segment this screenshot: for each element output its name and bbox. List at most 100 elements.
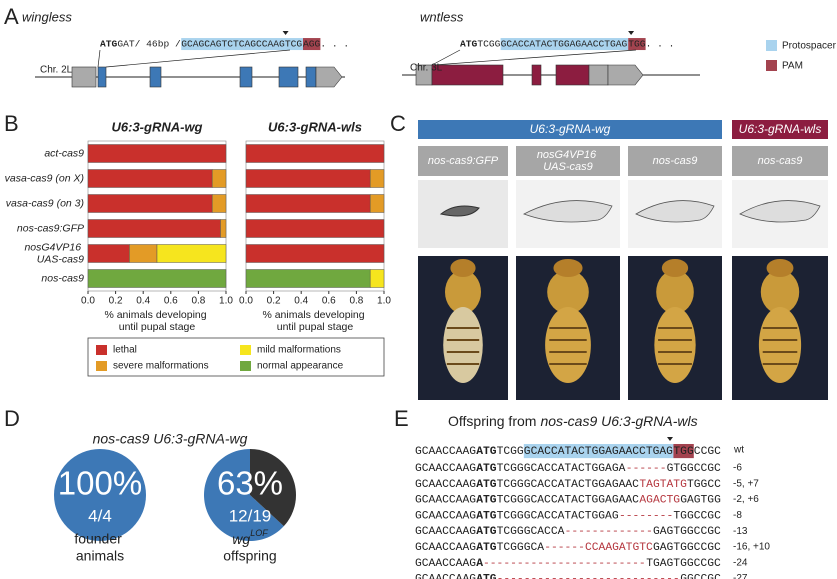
fly-head [766, 259, 794, 277]
exon [278, 66, 299, 88]
bar-segment [87, 244, 130, 263]
bar-segment [369, 269, 385, 288]
sequence-segment: ------------------------ [483, 558, 646, 570]
zoom-line [97, 49, 101, 68]
allele-label: -16, +10 [733, 542, 770, 553]
sequence-segment: GCACCATACTGGAGAACCTGAG [524, 446, 673, 458]
fly-head [553, 259, 583, 277]
group-header [732, 120, 828, 139]
x-tick-label: 1.0 [219, 296, 233, 307]
column-label: nos-cas9 [758, 155, 803, 167]
x-tick-label: 0.4 [294, 296, 308, 307]
sequence-segment: TCGG [477, 39, 500, 50]
legend-swatch [240, 361, 251, 371]
plot-frame [87, 140, 227, 292]
allele-label: -13 [733, 526, 748, 537]
pie-percent: 100% [58, 465, 142, 502]
sequence-segment: GTGGCCGC [667, 463, 721, 475]
sequence-segment: --------------------------- [497, 574, 680, 579]
sequence-segment: GCAGCAGTCTCAGCCAAGTCG [181, 39, 302, 50]
exon [555, 64, 590, 86]
cut-site-marker [282, 31, 289, 35]
legend-label: severe malformations [113, 361, 209, 372]
sequence-segment: ATG [476, 542, 497, 554]
pie-count: 12/19 [229, 506, 272, 525]
panel-letter: E [394, 406, 409, 431]
bar-segment [245, 144, 385, 163]
sequence-segment: TGAGTGGCCGC [646, 558, 721, 570]
legend-label: lethal [113, 345, 137, 356]
title-text: Offspring from [448, 413, 536, 429]
x-tick-label: 0.8 [191, 296, 205, 307]
panel-letter: A [4, 4, 19, 29]
sequence-segment: ATG [476, 526, 497, 538]
gene-name: wingless [22, 9, 72, 24]
sequence-segment: ------ [626, 463, 667, 475]
panel-letter: B [4, 111, 19, 136]
fly-head [450, 259, 476, 277]
panel-letter: C [390, 111, 406, 136]
column-header [418, 146, 508, 176]
x-axis-label: % animals developing until pupal stage [104, 309, 209, 333]
sequence-segment: GGCCGC [680, 574, 721, 579]
sequence-segment: GCAACCAAG [415, 495, 476, 507]
x-tick-label: 0.6 [322, 296, 336, 307]
bar-segment [87, 144, 227, 163]
group-label: U6:3-gRNA-wls [739, 122, 822, 136]
x-tick-label: 0.0 [81, 296, 95, 307]
sequence-segment: GAGTGG [680, 495, 721, 507]
allele-label: -8 [733, 510, 742, 521]
wing [523, 200, 613, 223]
zoom-line [433, 49, 637, 66]
legend-swatch [96, 361, 107, 371]
sequence-segment: ATG [476, 446, 497, 458]
sequence-segment: TCGGGCACCATACTGGAGAAC [497, 495, 640, 507]
caption-superscript: LOF [250, 528, 268, 538]
chromosome-label: Chr. 2L [40, 65, 73, 76]
panel-title: nos-cas9 U6:3-gRNA-wg [93, 431, 248, 447]
sequence-segment: GCAACCAAG [415, 574, 476, 579]
sequence-highlight [673, 443, 694, 459]
column-label: nos-cas9 [653, 155, 698, 167]
sequence-segment: ATG [476, 510, 497, 522]
category-label: nos-cas9 [41, 272, 84, 284]
cut-site-marker [628, 31, 635, 35]
sequence-segment: GCAACCAAG [415, 526, 476, 538]
legend-swatch [240, 345, 251, 355]
sequence-segment: GCAACCAAG [415, 558, 476, 570]
bar-segment [87, 219, 221, 238]
sequence-segment: GCACCATACTGGAGAACCTGAG [501, 39, 628, 50]
chart-title: U6:3-gRNA-wg [112, 119, 203, 134]
sequence-segment: TAGTATG [639, 479, 687, 491]
allele-label: wt [733, 445, 744, 456]
sequence-highlight [500, 38, 629, 51]
bar-segment [245, 269, 371, 288]
exon-end [607, 64, 644, 86]
x-tick-label: 1.0 [377, 296, 391, 307]
sequence-segment: . . . [646, 39, 675, 50]
fly-abdomen [545, 307, 591, 383]
sequence-segment: A [476, 558, 483, 570]
exon-end [315, 66, 343, 88]
bar-segment [211, 169, 227, 188]
sequence-segment: TGG [628, 39, 646, 50]
exon [71, 66, 97, 88]
bar-segment [245, 244, 385, 263]
pie-count: 4/4 [88, 506, 112, 525]
bar-segment [87, 269, 227, 288]
legend-label: normal appearance [257, 361, 344, 372]
exon [431, 64, 504, 86]
column-label: nosG4VP16 UAS-cas9 [537, 149, 599, 173]
allele-label: -6 [733, 463, 742, 474]
sequence-highlight [303, 38, 321, 51]
zoom-line [431, 49, 461, 66]
bar-segment [245, 219, 385, 238]
sequence-segment: TCGGGCACCA [497, 526, 565, 538]
sequence-segment: . . . [320, 39, 349, 50]
bar-segment [129, 244, 158, 263]
sequence-segment: TCGGGCA [497, 542, 545, 554]
x-tick-label: 0.2 [109, 296, 123, 307]
sequence-segment: ATG [460, 39, 478, 50]
